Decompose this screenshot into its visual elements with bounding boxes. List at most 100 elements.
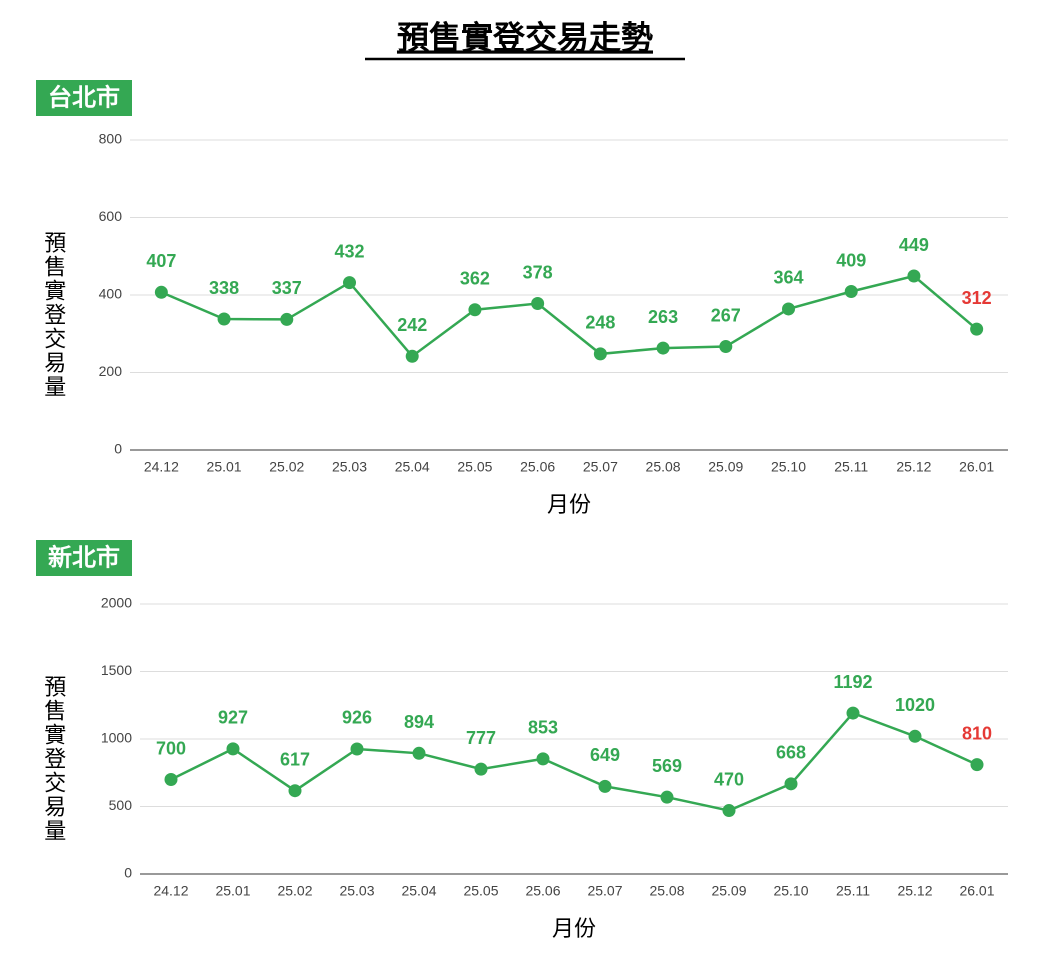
data-label: 927 (218, 708, 248, 728)
data-label: 853 (528, 718, 558, 738)
x-tick-label: 25.09 (708, 459, 743, 475)
y-tick-label: 400 (99, 286, 123, 302)
data-point (970, 322, 984, 336)
data-line (160, 274, 978, 358)
data-point (412, 746, 426, 760)
data-point (536, 752, 550, 766)
y-tick-label: 500 (109, 797, 133, 813)
data-label: 449 (899, 235, 929, 255)
data-point (226, 742, 240, 756)
x-tick-label: 25.08 (646, 459, 681, 475)
data-point (343, 276, 356, 290)
x-tick-label: 25.12 (896, 459, 931, 475)
x-tick-label: 26.01 (959, 459, 994, 475)
data-label: 617 (280, 749, 310, 769)
data-label: 569 (652, 756, 682, 776)
x-tick-label: 25.06 (520, 459, 555, 475)
data-point (660, 790, 674, 804)
data-point (908, 729, 922, 743)
data-point (154, 285, 168, 299)
x-axis-label: 月份 (547, 492, 591, 517)
data-point (531, 297, 545, 311)
data-label: 1020 (895, 695, 935, 715)
region-badge (36, 540, 132, 576)
x-tick-label: 25.06 (525, 883, 560, 899)
data-label: 337 (272, 278, 302, 298)
x-tick-label: 26.01 (959, 883, 994, 899)
data-label: 338 (209, 278, 239, 298)
data-label: 470 (714, 769, 744, 789)
x-tick-label: 25.01 (215, 883, 250, 899)
x-tick-label: 25.11 (834, 459, 868, 475)
y-tick-label: 0 (124, 865, 132, 881)
x-tick-label: 25.02 (277, 883, 312, 899)
y-tick-label: 0 (114, 441, 122, 457)
x-tick-label: 25.11 (836, 883, 870, 899)
data-point (350, 742, 364, 756)
data-point (474, 762, 488, 776)
data-point (164, 773, 178, 786)
data-point (784, 777, 798, 791)
data-label: 649 (590, 745, 620, 765)
x-tick-label: 25.08 (649, 883, 684, 899)
y-axis-label: 預售實登交易量 (41, 231, 66, 399)
data-label: 777 (466, 728, 496, 748)
x-tick-label: 25.03 (339, 883, 374, 899)
data-point (656, 341, 670, 355)
region-badge (36, 80, 132, 116)
data-label: 378 (523, 262, 553, 282)
x-tick-label: 25.05 (457, 459, 492, 475)
x-tick-label: 24.12 (153, 883, 188, 899)
x-tick-label: 25.07 (587, 883, 622, 899)
x-axis-label: 月份 (552, 916, 596, 941)
y-axis-label: 預售實登交易量 (41, 675, 66, 843)
x-tick-label: 25.12 (897, 883, 932, 899)
data-label: 242 (397, 315, 427, 335)
data-label: 668 (776, 743, 806, 763)
data-label: 267 (711, 305, 741, 325)
y-tick-label: 800 (99, 131, 123, 147)
data-label: 407 (146, 251, 176, 271)
data-point (405, 349, 419, 363)
data-label: 409 (836, 250, 866, 270)
x-tick-label: 25.07 (583, 459, 618, 475)
data-point (280, 312, 294, 326)
data-label: 263 (648, 307, 678, 327)
y-tick-label: 200 (99, 363, 123, 379)
data-point (468, 303, 482, 317)
data-label: 1192 (833, 672, 872, 692)
data-point (907, 269, 921, 283)
x-tick-label: 25.04 (401, 883, 436, 899)
region-label: 台北市 (48, 83, 120, 111)
data-label: 810 (962, 723, 992, 743)
data-label: 312 (962, 288, 992, 308)
y-tick-label: 2000 (101, 595, 132, 611)
x-tick-label: 24.12 (144, 459, 179, 475)
x-tick-label: 25.10 (773, 883, 808, 899)
data-point (593, 347, 607, 361)
x-tick-label: 25.05 (463, 883, 498, 899)
data-label: 248 (585, 313, 615, 333)
data-point (846, 706, 860, 720)
x-tick-label: 25.10 (771, 459, 806, 475)
data-point (598, 779, 612, 793)
y-tick-label: 1000 (101, 730, 132, 746)
data-label: 432 (334, 241, 364, 261)
data-label: 362 (460, 268, 490, 288)
data-point (288, 784, 302, 798)
page-title: 預售實登交易走勢 (397, 19, 653, 55)
y-tick-label: 600 (99, 208, 123, 224)
data-line (170, 711, 978, 812)
data-point (719, 340, 733, 354)
data-label: 364 (773, 268, 803, 288)
data-point (217, 312, 231, 326)
x-tick-label: 25.01 (207, 459, 242, 475)
region-label: 新北市 (48, 543, 120, 571)
x-tick-label: 25.04 (395, 459, 430, 475)
data-label: 700 (156, 738, 186, 758)
data-label: 894 (404, 712, 434, 732)
data-point (722, 804, 736, 818)
x-tick-label: 25.02 (269, 459, 304, 475)
data-point (970, 758, 984, 772)
